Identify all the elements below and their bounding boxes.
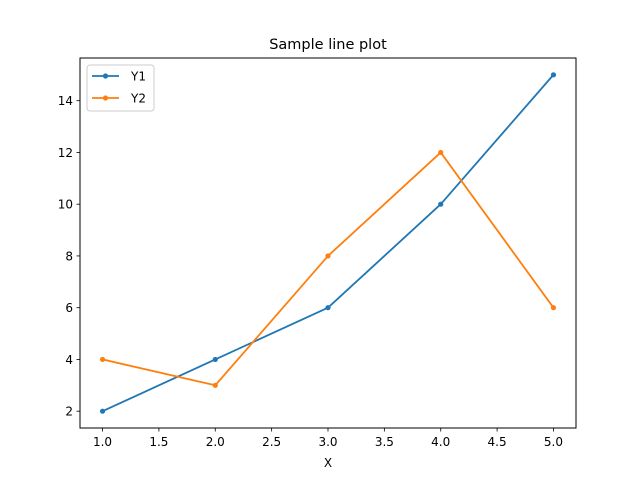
y-tick-label: 10: [58, 198, 73, 212]
data-point-y2: [325, 253, 331, 259]
legend-label-y1: Y1: [130, 70, 146, 84]
x-axis-label: X: [324, 456, 332, 470]
legend-marker-y1: [102, 73, 109, 79]
legend: Y1 Y2: [86, 64, 155, 112]
legend-marker-y2: [102, 95, 109, 101]
data-point-y1: [99, 408, 106, 414]
y-tick-label: 2: [65, 405, 73, 419]
data-point-y2: [212, 382, 218, 388]
data-point-y1: [212, 356, 218, 363]
x-axis-ticks: 1.0 1.5 2.0 2.5 3.0 3.5 4.0 4.5 5.0: [93, 428, 563, 449]
x-tick-label: 1.0: [93, 435, 112, 449]
data-point-y1: [325, 305, 331, 311]
x-tick-label: 3.5: [375, 435, 394, 449]
legend-label-y2: Y2: [130, 92, 146, 106]
x-tick-label: 4.0: [431, 435, 450, 449]
y-tick-label: 14: [58, 94, 73, 108]
x-tick-label: 3.0: [318, 435, 337, 449]
data-point-y2: [99, 356, 106, 363]
data-point-y1: [438, 201, 444, 207]
y-tick-label: 8: [65, 249, 73, 263]
x-tick-label: 5.0: [544, 435, 563, 449]
x-tick-label: 2.0: [206, 435, 225, 449]
x-tick-label: 1.5: [149, 435, 168, 449]
y-tick-label: 4: [65, 353, 73, 367]
data-point-y2: [550, 305, 557, 311]
data-point-y2: [438, 149, 444, 156]
series-layer: [99, 72, 557, 414]
y-axis-ticks: 2 4 6 8 10 12 14: [58, 94, 80, 419]
data-point-y1: [550, 72, 557, 78]
x-tick-label: 2.5: [262, 435, 281, 449]
y-tick-label: 12: [58, 146, 73, 160]
chart-title: Sample line plot: [269, 37, 387, 53]
x-tick-label: 4.5: [488, 435, 507, 449]
y-tick-label: 6: [65, 301, 73, 315]
